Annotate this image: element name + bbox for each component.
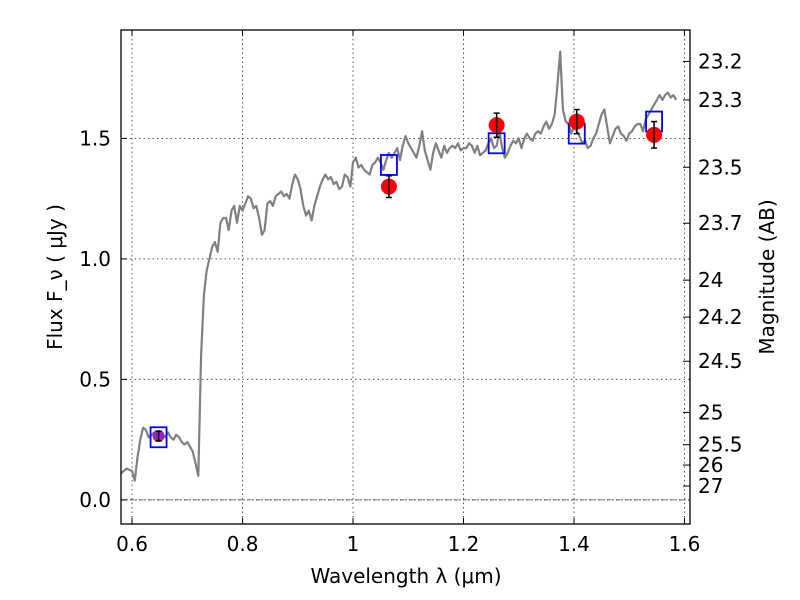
plot-frame (120, 29, 691, 525)
grid-lines (121, 30, 690, 524)
x-tick-label: 1.2 (448, 532, 480, 556)
x-axis-ticks: 0.6 0.8 1 1.2 1.4 1.6 (116, 30, 700, 556)
x-tick-label: 1.6 (669, 532, 701, 556)
x-axis-label: Wavelength λ (μm) (310, 564, 501, 588)
right-tick-label: 24 (698, 268, 723, 292)
right-tick-label: 25.5 (698, 433, 743, 457)
x-tick-label: 1.4 (558, 532, 590, 556)
y-tick-label: 0.5 (79, 367, 111, 391)
model-photometry-square (380, 154, 398, 176)
x-tick-label: 0.6 (116, 532, 148, 556)
right-tick-label: 26 (698, 453, 723, 477)
right-tick-label: 24.5 (698, 349, 743, 373)
model-photometry-square (149, 426, 168, 449)
x-tick-label: 1 (347, 532, 360, 556)
right-axis-label: Magnitude (AB) (755, 199, 779, 354)
right-tick-label: 25 (698, 400, 723, 424)
plot-background (121, 30, 690, 524)
y-tick-label: 0.0 (79, 488, 111, 512)
right-tick-label: 27 (698, 474, 723, 498)
right-tick-label: 23.3 (698, 88, 743, 112)
right-tick-label: 23.2 (698, 49, 743, 73)
y-axis-label: Flux F_ν ( μJy ) (43, 204, 67, 350)
x-tick-label: 0.8 (227, 532, 259, 556)
y-axis-ticks: 0.0 0.5 1.0 1.5 (79, 126, 127, 512)
right-tick-label: 23.5 (698, 155, 743, 179)
y-tick-label: 1.0 (79, 247, 111, 271)
y-tick-label: 1.5 (79, 126, 111, 150)
right-tick-label: 24.2 (698, 305, 743, 329)
observed-photometry (152, 108, 663, 443)
right-tick-label: 23.7 (698, 211, 743, 235)
